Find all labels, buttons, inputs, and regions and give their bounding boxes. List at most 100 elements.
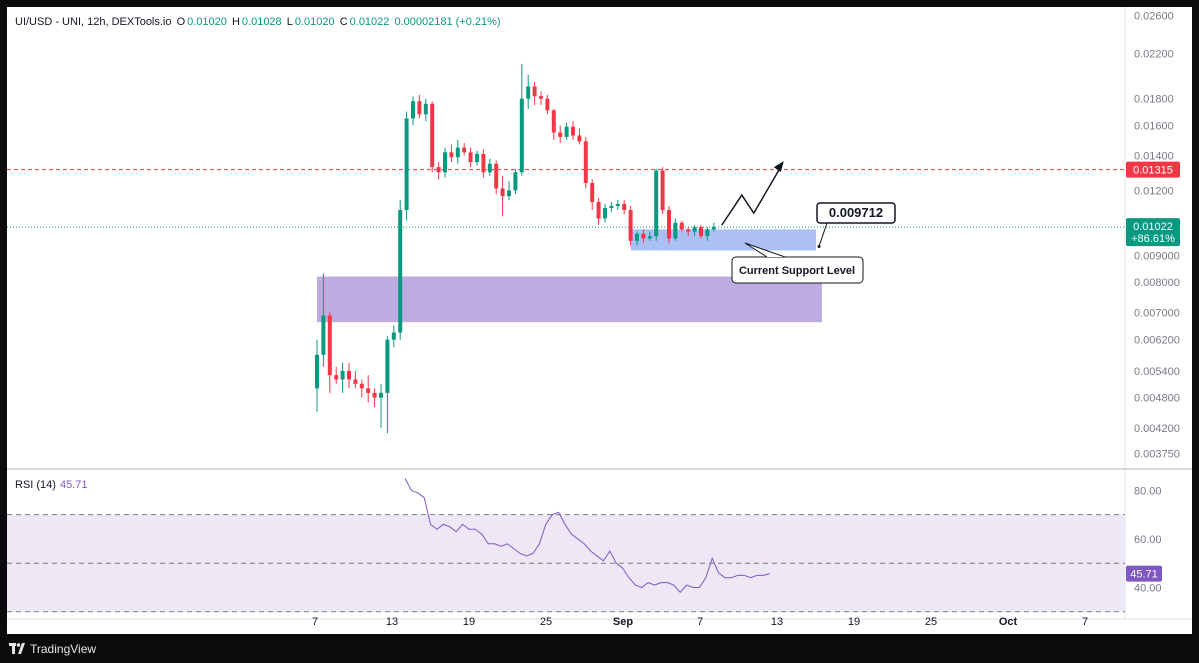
candle-body bbox=[711, 227, 716, 230]
y-tick-label: 0.004800 bbox=[1134, 393, 1180, 405]
candle bbox=[641, 229, 646, 244]
candle bbox=[340, 362, 345, 393]
support-label-callout bbox=[731, 256, 864, 284]
candle bbox=[379, 383, 383, 428]
rsi-legend: RSI (14) 45.71 bbox=[15, 479, 88, 491]
support-price-anchor bbox=[817, 244, 821, 248]
candle bbox=[609, 201, 614, 213]
candle bbox=[353, 370, 358, 389]
candle-body bbox=[673, 222, 678, 239]
candle bbox=[603, 203, 607, 223]
y-tick-label: 0.02600 bbox=[1134, 11, 1174, 23]
candle bbox=[679, 220, 684, 232]
candle bbox=[481, 149, 486, 178]
candle-body bbox=[468, 152, 473, 163]
last-price-text: 0.01022 bbox=[1133, 221, 1173, 233]
high-label: H bbox=[231, 16, 240, 28]
chart-frame[interactable]: 0.02600 0.02200 0.01800 0.01600 0.01400 0.012… bbox=[7, 7, 1192, 634]
y-tick-label: 0.004200 bbox=[1134, 423, 1180, 435]
candle bbox=[334, 366, 339, 384]
projection-arrow bbox=[721, 164, 783, 226]
candle bbox=[411, 96, 415, 126]
candle bbox=[551, 108, 556, 140]
candle bbox=[430, 101, 435, 173]
candle-body bbox=[455, 147, 460, 158]
x-tick-label: 19 bbox=[463, 616, 475, 628]
candle-body bbox=[622, 203, 627, 211]
tradingview-icon bbox=[9, 643, 25, 654]
candle-body bbox=[430, 103, 435, 168]
rsi-y-tick-label: 40.00 bbox=[1134, 582, 1162, 594]
candle bbox=[321, 273, 326, 367]
candle bbox=[315, 339, 319, 413]
candle-body bbox=[436, 167, 441, 173]
candle bbox=[494, 160, 499, 195]
x-tick-label: Sep bbox=[613, 616, 633, 628]
x-tick-label: 13 bbox=[386, 616, 398, 628]
candle bbox=[635, 231, 639, 246]
candle bbox=[628, 205, 633, 246]
close-value: 0.01022 bbox=[349, 16, 390, 28]
candle-body bbox=[686, 229, 691, 232]
candle-body bbox=[532, 86, 537, 97]
resistance-price-text: 0.01315 bbox=[1133, 165, 1173, 177]
support-label-text: Current Support Level bbox=[739, 265, 855, 277]
x-tick-label: 19 bbox=[848, 616, 860, 628]
x-tick-label: 7 bbox=[1082, 616, 1088, 628]
candle-body bbox=[526, 86, 531, 99]
candle-body bbox=[590, 182, 595, 202]
candle-body bbox=[475, 153, 479, 163]
candle-body bbox=[315, 354, 319, 389]
candle-body bbox=[417, 101, 422, 115]
candle-body bbox=[359, 383, 364, 389]
candle bbox=[705, 227, 710, 241]
candle-body bbox=[398, 210, 403, 333]
candle-body bbox=[667, 210, 671, 239]
candle bbox=[564, 122, 569, 140]
rsi-legend-value: 45.71 bbox=[59, 479, 88, 491]
candle-body bbox=[615, 203, 620, 206]
open-label: O bbox=[176, 16, 186, 28]
x-tick-label: 7 bbox=[312, 616, 318, 628]
candle-body bbox=[481, 153, 486, 173]
candle-body bbox=[411, 101, 415, 119]
candle bbox=[577, 128, 582, 145]
candle-body bbox=[507, 190, 511, 197]
y-tick-label: 0.008000 bbox=[1134, 277, 1180, 289]
y-tick-label: 0.006200 bbox=[1134, 335, 1180, 347]
candle bbox=[366, 375, 371, 403]
candle-body bbox=[577, 135, 582, 142]
candle-body bbox=[423, 103, 428, 115]
candle-body bbox=[372, 392, 377, 398]
y-tick-label: 0.005400 bbox=[1134, 366, 1180, 378]
candle bbox=[391, 325, 396, 348]
tradingview-brand: TradingView bbox=[30, 642, 97, 656]
candle bbox=[468, 147, 473, 168]
rsi-line bbox=[404, 478, 770, 594]
symbol-title[interactable]: UI/USD - UNI, 12h, DEXTools.io bbox=[15, 16, 172, 28]
rsi-legend-label[interactable]: RSI (14) bbox=[15, 479, 56, 491]
y-tick-label: 0.009000 bbox=[1134, 250, 1180, 262]
candle bbox=[372, 388, 377, 408]
support-zone bbox=[631, 229, 816, 251]
candle bbox=[417, 94, 422, 119]
x-tick-label: 7 bbox=[697, 616, 703, 628]
low-label: L bbox=[286, 16, 293, 28]
candle-body bbox=[327, 315, 332, 376]
candle-body bbox=[385, 339, 390, 393]
candle-body bbox=[558, 132, 563, 137]
candle bbox=[590, 179, 595, 211]
tradingview-logo[interactable]: TradingView bbox=[9, 642, 96, 656]
candle bbox=[673, 218, 678, 241]
rsi-y-tick-label: 60.00 bbox=[1134, 534, 1162, 546]
candle bbox=[539, 91, 543, 106]
x-tick-label: 25 bbox=[925, 616, 937, 628]
candle-body bbox=[462, 147, 467, 153]
chart-canvas[interactable]: 0.02600 0.02200 0.01800 0.01600 0.01400 0.012… bbox=[7, 7, 1192, 634]
candle bbox=[699, 224, 703, 239]
candle bbox=[507, 181, 511, 200]
candle bbox=[487, 158, 492, 176]
candle bbox=[500, 175, 505, 217]
candle-body bbox=[340, 370, 345, 380]
footer-bar: TradingView bbox=[0, 634, 1199, 663]
